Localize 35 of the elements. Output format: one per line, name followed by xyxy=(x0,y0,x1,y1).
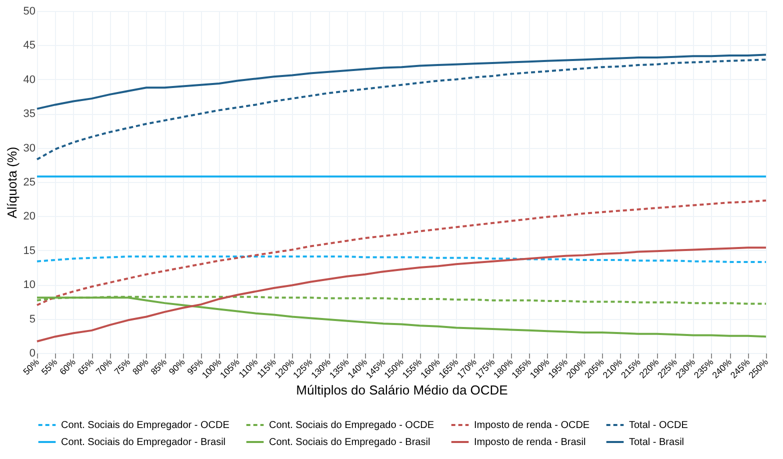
y-tick-label: 30 xyxy=(23,142,36,154)
legend-label: Cont. Sociais do Empregado - Brasil xyxy=(269,437,430,448)
y-tick-label: 10 xyxy=(23,279,36,292)
x-tick-label: 85% xyxy=(148,356,169,377)
y-tick-label: 25 xyxy=(23,176,36,188)
line-series xyxy=(36,54,767,110)
line-series xyxy=(36,58,767,160)
y-tick-label: 50 xyxy=(23,6,36,18)
line-series xyxy=(36,296,767,338)
x-tick-label: 65% xyxy=(76,356,96,377)
y-tick-label: 35 xyxy=(23,108,36,120)
x-tick-label: 75% xyxy=(112,356,132,377)
line-series xyxy=(36,246,767,342)
x-tick-label: 60% xyxy=(58,356,78,377)
x-tick-label: 80% xyxy=(130,356,150,377)
legend-label: Cont. Sociais do Empregador - Brasil xyxy=(61,437,226,448)
y-tick-label: 0 xyxy=(29,348,36,360)
legend-label: Total - Brasil xyxy=(629,437,684,448)
x-tick-label: 90% xyxy=(167,356,187,377)
legend-label: Cont. Sociais do Empregador - OCDE xyxy=(61,420,230,431)
x-tick-label: 55% xyxy=(39,356,60,377)
legend-label: Imposto de renda - OCDE xyxy=(474,420,590,431)
y-tick-label: 15 xyxy=(23,244,36,257)
y-tick-label: 20 xyxy=(23,210,36,223)
x-axis-title: Múltiplos do Salário Médio da OCDE xyxy=(296,382,508,398)
x-tick-label: 70% xyxy=(94,356,114,377)
y-tick-label: 40 xyxy=(23,74,36,86)
line-series xyxy=(36,199,767,306)
legend-label: Total - OCDE xyxy=(629,420,688,431)
y-tick-label: 5 xyxy=(29,313,36,326)
y-axis-title: Alíquota (%) xyxy=(4,146,20,218)
y-tick-label: 45 xyxy=(23,40,36,52)
legend-label: Imposto de renda - Brasil xyxy=(474,437,586,448)
x-tick-label: 50% xyxy=(21,356,42,377)
legend-label: Cont. Sociais do Empregado - OCDE xyxy=(269,420,434,431)
